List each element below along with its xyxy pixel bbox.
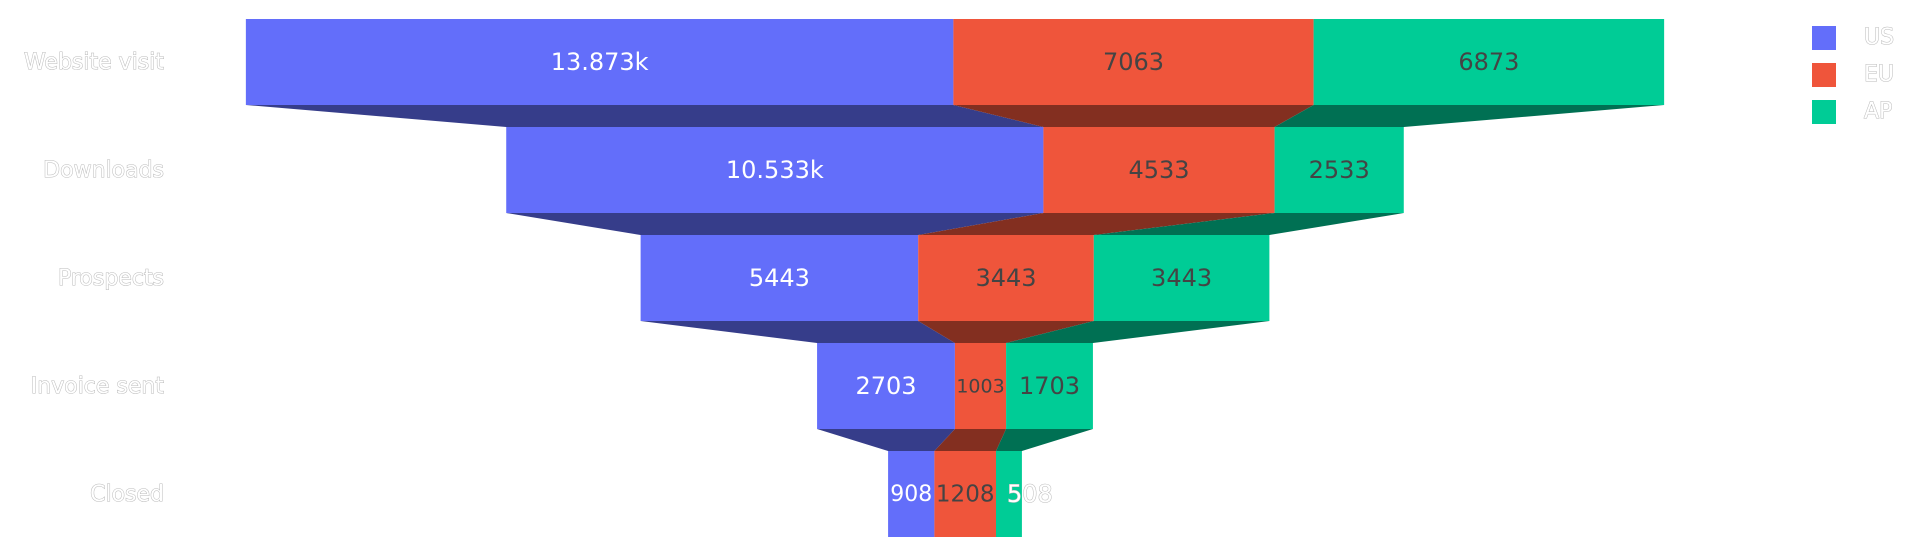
connector-us-invoice-sent	[817, 429, 955, 451]
bar-eu-closed[interactable]	[934, 451, 997, 537]
bar-eu-prospects[interactable]	[918, 235, 1094, 321]
stage-label-downloads: Downloads	[43, 158, 164, 183]
value-label-ap-downloads: 2533	[1309, 156, 1370, 184]
bar-eu-invoice-sent[interactable]	[954, 343, 1007, 429]
value-label-ap-invoice-sent: 1703	[1019, 372, 1080, 400]
bar-us-downloads[interactable]	[506, 127, 1044, 213]
bar-us-closed[interactable]	[888, 451, 935, 537]
legend-swatch-ap	[1812, 100, 1836, 124]
bar-eu-downloads[interactable]	[1043, 127, 1275, 213]
legend-swatch-us	[1812, 26, 1836, 50]
connector-ap-invoice-sent	[996, 429, 1093, 451]
stage-label-closed: Closed	[90, 482, 164, 507]
value-label-ap-closed: 508	[1007, 480, 1053, 508]
funnel-stage-labels: Website visit Downloads Prospects Invoic…	[23, 50, 165, 508]
connector-us-website-visit	[245, 105, 1044, 127]
bar-us-invoice-sent[interactable]	[817, 343, 955, 429]
value-label-us-prospects: 5443	[749, 264, 810, 292]
bar-us-prospects[interactable]	[640, 235, 919, 321]
legend-swatch-eu	[1812, 63, 1836, 87]
legend-item-us[interactable]: US	[1812, 25, 1895, 51]
bar-ap-invoice-sent[interactable]	[1006, 343, 1093, 429]
connector-us-downloads	[506, 213, 1044, 235]
bar-us-website-visit[interactable]	[245, 19, 954, 105]
stage-label-invoice-sent: Invoice sent	[31, 374, 165, 399]
bar-ap-prospects[interactable]	[1093, 235, 1270, 321]
bar-ap-downloads[interactable]	[1274, 127, 1404, 213]
legend-label-us: US	[1864, 25, 1894, 50]
legend-label-eu: EU	[1864, 62, 1894, 87]
connector-ap-website-visit	[1274, 105, 1665, 127]
legend-item-ap[interactable]: AP	[1812, 99, 1893, 125]
connector-eu-downloads	[918, 213, 1275, 235]
funnel-bars	[245, 19, 1665, 537]
value-label-us-website-visit: 13.873k	[551, 48, 649, 76]
connector-eu-prospects	[918, 321, 1094, 343]
value-label-ap-website-visit: 6873	[1458, 48, 1519, 76]
value-label-us-downloads: 10.533k	[726, 156, 824, 184]
value-label-eu-invoice-sent: 1003	[956, 376, 1004, 398]
value-label-eu-downloads: 4533	[1128, 156, 1189, 184]
value-label-eu-prospects: 3443	[975, 264, 1036, 292]
bar-eu-website-visit[interactable]	[953, 19, 1314, 105]
connector-ap-prospects	[1006, 321, 1270, 343]
legend: US EU AP	[1812, 25, 1895, 125]
connector-eu-invoice-sent	[934, 429, 1007, 451]
connector-ap-downloads	[1093, 213, 1404, 235]
funnel-value-labels: 13.873k 7063 6873 10.533k 4533 2533 5443 3443 34…	[551, 48, 1520, 509]
value-label-ap-prospects: 3443	[1151, 264, 1212, 292]
stage-label-website-visit: Website visit	[24, 50, 164, 75]
bar-ap-website-visit[interactable]	[1313, 19, 1665, 105]
funnel-connectors	[245, 105, 1665, 451]
value-label-us-closed: 908	[890, 482, 932, 507]
legend-item-eu[interactable]: EU	[1812, 62, 1895, 88]
bar-ap-closed[interactable]	[996, 451, 1022, 537]
connector-us-prospects	[640, 321, 955, 343]
connector-eu-website-visit	[953, 105, 1314, 127]
value-label-eu-website-visit: 7063	[1103, 48, 1164, 76]
value-label-us-invoice-sent: 2703	[855, 372, 916, 400]
stage-label-prospects: Prospects	[58, 266, 164, 291]
value-label-eu-closed: 1208	[936, 482, 995, 508]
legend-label-ap: AP	[1864, 99, 1892, 124]
